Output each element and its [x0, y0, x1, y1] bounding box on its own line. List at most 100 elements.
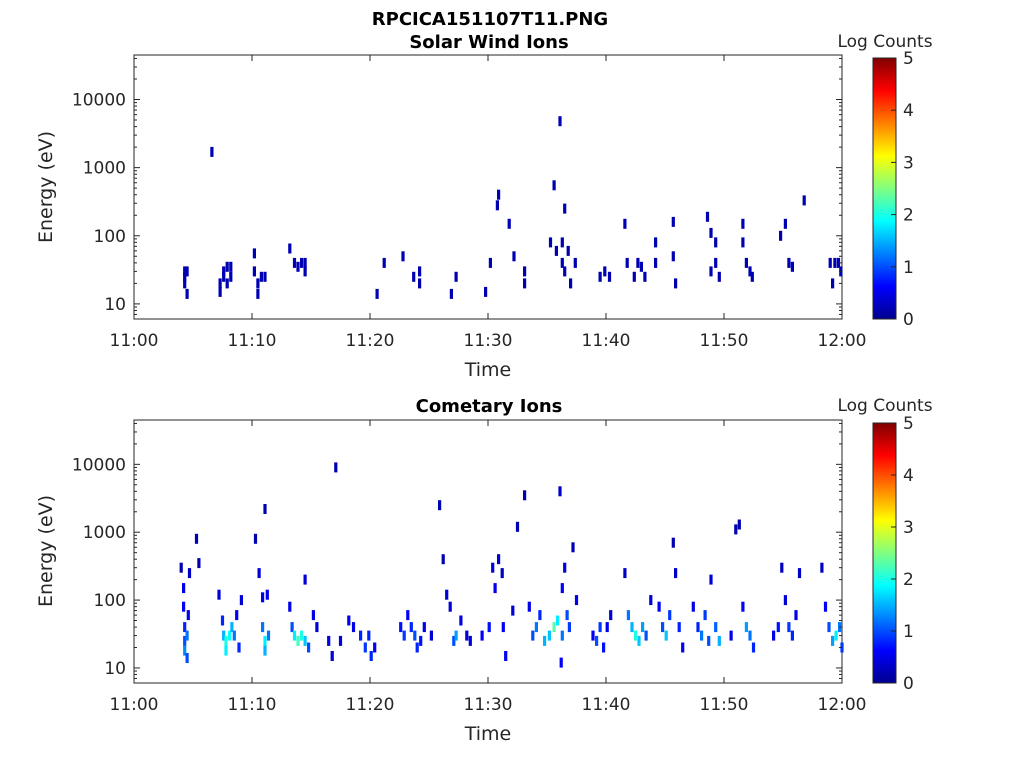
- x-tick-label: 11:50: [700, 331, 749, 351]
- heatmap-cell: [239, 595, 243, 606]
- heatmap-cell: [790, 630, 794, 641]
- colorbar-tick-label: 0: [903, 674, 914, 694]
- colorbar-tick-label: 1: [903, 622, 914, 642]
- heatmap-cell: [558, 486, 562, 497]
- heatmap-cell: [623, 568, 627, 579]
- heatmap-cell: [605, 622, 609, 633]
- heatmap-cell: [185, 653, 189, 663]
- heatmap-cell: [229, 261, 233, 272]
- heatmap-cell: [261, 592, 265, 603]
- heatmap-cell: [523, 490, 527, 501]
- heatmap-cell: [709, 227, 713, 238]
- heatmap-cell: [228, 630, 232, 641]
- heatmap-cell: [671, 537, 675, 548]
- heatmap-cell: [668, 610, 672, 621]
- heatmap-cell: [741, 601, 745, 612]
- heatmap-cell: [714, 237, 718, 248]
- heatmap-cell: [609, 610, 613, 621]
- heatmap-cell: [820, 562, 824, 573]
- heatmap-cell: [657, 601, 661, 612]
- colorbar-tick-label: 2: [903, 570, 914, 590]
- heatmap-cell: [558, 116, 562, 127]
- heatmap-cell: [664, 630, 668, 641]
- heatmap-cell: [229, 271, 233, 282]
- heatmap-cell: [654, 237, 658, 248]
- heatmap-cell: [661, 622, 665, 633]
- heatmap-cell: [560, 583, 564, 594]
- heatmap-cell: [468, 635, 472, 646]
- heatmap-cell: [225, 261, 229, 272]
- heatmap-cell: [833, 257, 837, 268]
- panel-1-x-axis: 11:00 11:10 11:20 11:30 11:40 11:50 12:00: [110, 55, 867, 351]
- heatmap-cell: [717, 271, 721, 282]
- heatmap-cell: [772, 630, 776, 641]
- heatmap-cell: [217, 589, 221, 600]
- colorbar-gradient: [872, 422, 897, 684]
- heatmap-cell: [413, 630, 417, 641]
- panel-1-ylabel: Energy (eV): [35, 131, 57, 243]
- heatmap-cell: [402, 630, 406, 641]
- colorbar-tick-label: 5: [903, 49, 914, 69]
- heatmap-cell: [382, 257, 386, 268]
- heatmap-cell: [741, 218, 745, 229]
- heatmap-cell: [729, 630, 733, 641]
- heatmap-cell: [183, 645, 187, 656]
- heatmap-cell: [598, 622, 602, 633]
- y-tick-label: 1000: [83, 159, 126, 179]
- heatmap-cell: [671, 216, 675, 227]
- x-tick-label: 12:00: [818, 331, 867, 351]
- heatmap-cell: [500, 568, 504, 579]
- heatmap-cell: [218, 278, 222, 289]
- heatmap-cell: [441, 554, 445, 565]
- heatmap-cell: [484, 286, 488, 297]
- heatmap-cell: [401, 251, 405, 262]
- heatmap-cell: [639, 261, 643, 272]
- heatmap-cell: [787, 257, 791, 268]
- heatmap-cell: [409, 622, 413, 633]
- heatmap-cell: [263, 271, 267, 282]
- heatmap-cell: [257, 568, 261, 579]
- heatmap-cell: [741, 237, 745, 248]
- heatmap-cell: [183, 271, 187, 282]
- panel-1-plot-area: [133, 54, 843, 320]
- heatmap-cell: [523, 266, 527, 277]
- heatmap-cell: [300, 257, 304, 268]
- heatmap-cell: [831, 278, 835, 289]
- x-tick-label: 11:30: [464, 695, 513, 715]
- colorbar-tick-label: 4: [903, 101, 914, 121]
- heatmap-cell: [232, 630, 236, 641]
- heatmap-cell: [643, 271, 647, 282]
- y-tick-label: 10: [104, 295, 126, 315]
- heatmap-cell: [636, 257, 640, 268]
- heatmap-cell: [554, 245, 558, 256]
- colorbar-tick-label: 2: [903, 206, 914, 226]
- heatmap-cell: [790, 261, 794, 272]
- heatmap-cell: [237, 642, 241, 653]
- x-tick-label: 11:50: [700, 695, 749, 715]
- heatmap-cell: [369, 651, 373, 661]
- heatmap-cell: [218, 286, 222, 297]
- heatmap-cell: [563, 266, 567, 277]
- heatmap-cell: [787, 622, 791, 633]
- heatmap-cell: [220, 615, 225, 626]
- heatmap-cell: [560, 237, 564, 248]
- y-tick-label: 1000: [83, 523, 126, 543]
- heatmap-cell: [311, 610, 315, 621]
- heatmap-cell: [288, 601, 292, 612]
- heatmap-cell: [569, 278, 573, 289]
- heatmap-cell: [797, 568, 802, 579]
- heatmap-cell: [493, 583, 497, 594]
- heatmap-cell: [737, 519, 741, 530]
- heatmap-cell: [591, 630, 595, 641]
- heatmap-cell: [671, 251, 675, 262]
- heatmap-cell: [183, 635, 187, 646]
- heatmap-cell: [709, 574, 713, 585]
- heatmap-cell: [256, 278, 260, 289]
- heatmap-cell: [794, 610, 798, 621]
- heatmap-cell: [531, 630, 535, 641]
- heatmap-cell: [263, 504, 267, 514]
- heatmap-cell: [454, 630, 458, 641]
- heatmap-cell: [566, 245, 570, 256]
- heatmap-cell: [338, 635, 343, 646]
- panel-2-x-axis: 11:00 11:10 11:20 11:30 11:40 11:50 12:00: [110, 420, 867, 715]
